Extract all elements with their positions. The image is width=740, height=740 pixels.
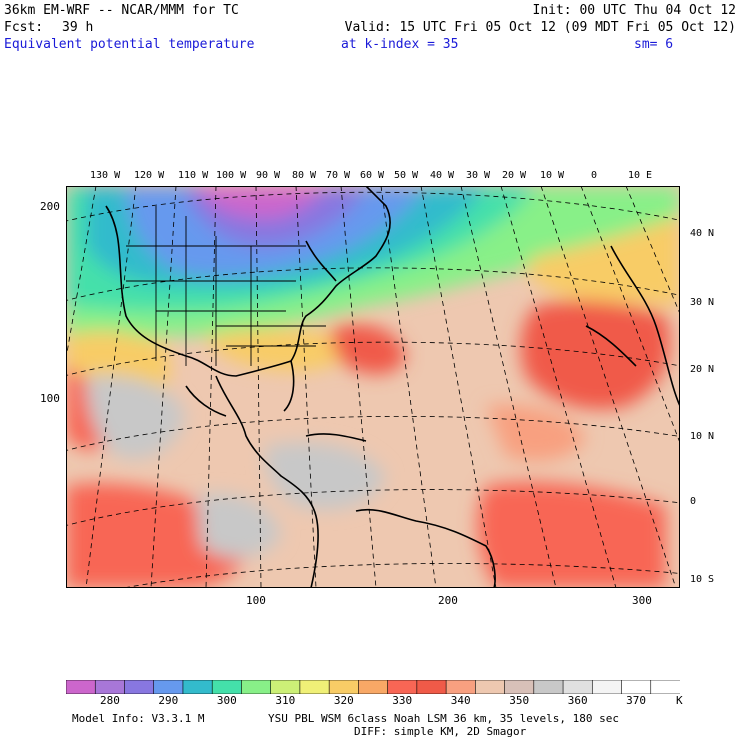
lon-label: 130 W (90, 170, 121, 181)
lon-label: 30 W (466, 170, 491, 181)
colorbar-swatch (650, 680, 680, 694)
colorbar-swatch (328, 680, 359, 694)
colorbar-unit: K (676, 694, 683, 707)
lat-lon-graticule (66, 186, 680, 588)
political-borders (126, 206, 326, 366)
lon-label: 110 W (178, 170, 209, 181)
lat-label: 10 S (690, 574, 715, 585)
lon-label: 20 W (502, 170, 527, 181)
diffusion-info: DIFF: simple KM, 2D Smagor (354, 725, 527, 738)
colorbar-swatch (182, 680, 213, 694)
map-frame (66, 186, 680, 588)
lat-label: 0 (690, 496, 697, 507)
lon-label: 10 E (628, 170, 653, 181)
lon-label: 40 W (430, 170, 455, 181)
lat-label: 30 N (690, 297, 715, 308)
init-time: Init: 00 UTC Thu 04 Oct 12 (532, 3, 737, 18)
colorbar-swatch (475, 680, 506, 694)
grid-y-label: 200 (40, 200, 60, 213)
colorbar-swatch (241, 680, 272, 694)
colorbar-swatch (299, 680, 330, 694)
colorbar-tick-label: 300 (216, 694, 237, 707)
level-label: at k-index = 35 (341, 37, 459, 52)
smoothing-label: sm= 6 (634, 37, 674, 52)
colorbar-swatch (504, 680, 535, 694)
colorbar-swatch (358, 680, 389, 694)
field-name: Equivalent potential temperature (4, 37, 255, 52)
colorbar-swatch (416, 680, 447, 694)
theta-e-map (66, 186, 680, 588)
colorbar-tick-label: 290 (158, 694, 179, 707)
colorbar-swatch (562, 680, 593, 694)
colorbar-swatch (591, 680, 623, 694)
colorbar (66, 680, 680, 694)
forecast-label: Fcst: (4, 20, 44, 35)
colorbar-tick-label: 340 (450, 694, 471, 707)
colorbar-swatch (387, 680, 418, 694)
valid-time: Valid: 15 UTC Fri 05 Oct 12 (09 MDT Fri … (344, 20, 736, 35)
lon-label: 70 W (326, 170, 351, 181)
lat-label: 20 N (690, 364, 715, 375)
lat-label: 40 N (690, 228, 715, 239)
colorbar-swatch (533, 680, 564, 694)
lon-label: 60 W (360, 170, 385, 181)
grid-y-label: 100 (40, 392, 60, 405)
colorbar-swatch (153, 680, 184, 694)
colorbar-tick-label: 320 (333, 694, 354, 707)
colorbar-swatch (270, 680, 301, 694)
lon-label: 0 (591, 170, 598, 181)
lon-label: 10 W (540, 170, 565, 181)
colorbar-tick-label: 330 (392, 694, 413, 707)
lon-label: 50 W (394, 170, 419, 181)
lon-label: 100 W (216, 170, 247, 181)
forecast-hour: 39 h (62, 20, 94, 35)
model-title: 36km EM-WRF -- NCAR/MMM for TC (4, 3, 239, 18)
colorbar-tick-label: 280 (99, 694, 120, 707)
colorbar-swatch (66, 680, 96, 694)
lon-label: 80 W (292, 170, 317, 181)
grid-x-label: 300 (632, 594, 652, 607)
colorbar-swatch (94, 680, 126, 694)
colorbar-swatch (445, 680, 476, 694)
colorbar-swatch (211, 680, 243, 694)
colorbar-swatch (124, 680, 155, 694)
theta-e-shading (66, 186, 680, 588)
colorbar-tick-label: 370 (626, 694, 647, 707)
colorbar-tick-label: 310 (275, 694, 296, 707)
colorbar-swatch (621, 680, 652, 694)
physics-info: YSU PBL WSM 6class Noah LSM 36 km, 35 le… (268, 712, 619, 725)
lon-label: 90 W (256, 170, 281, 181)
colorbar-tick-label: 360 (567, 694, 588, 707)
model-info: Model Info: V3.3.1 M (72, 712, 205, 725)
lon-label: 120 W (134, 170, 165, 181)
lat-label: 10 N (690, 431, 715, 442)
grid-x-label: 200 (438, 594, 458, 607)
colorbar-tick-label: 350 (509, 694, 530, 707)
grid-x-label: 100 (246, 594, 266, 607)
coastlines (105, 186, 680, 588)
